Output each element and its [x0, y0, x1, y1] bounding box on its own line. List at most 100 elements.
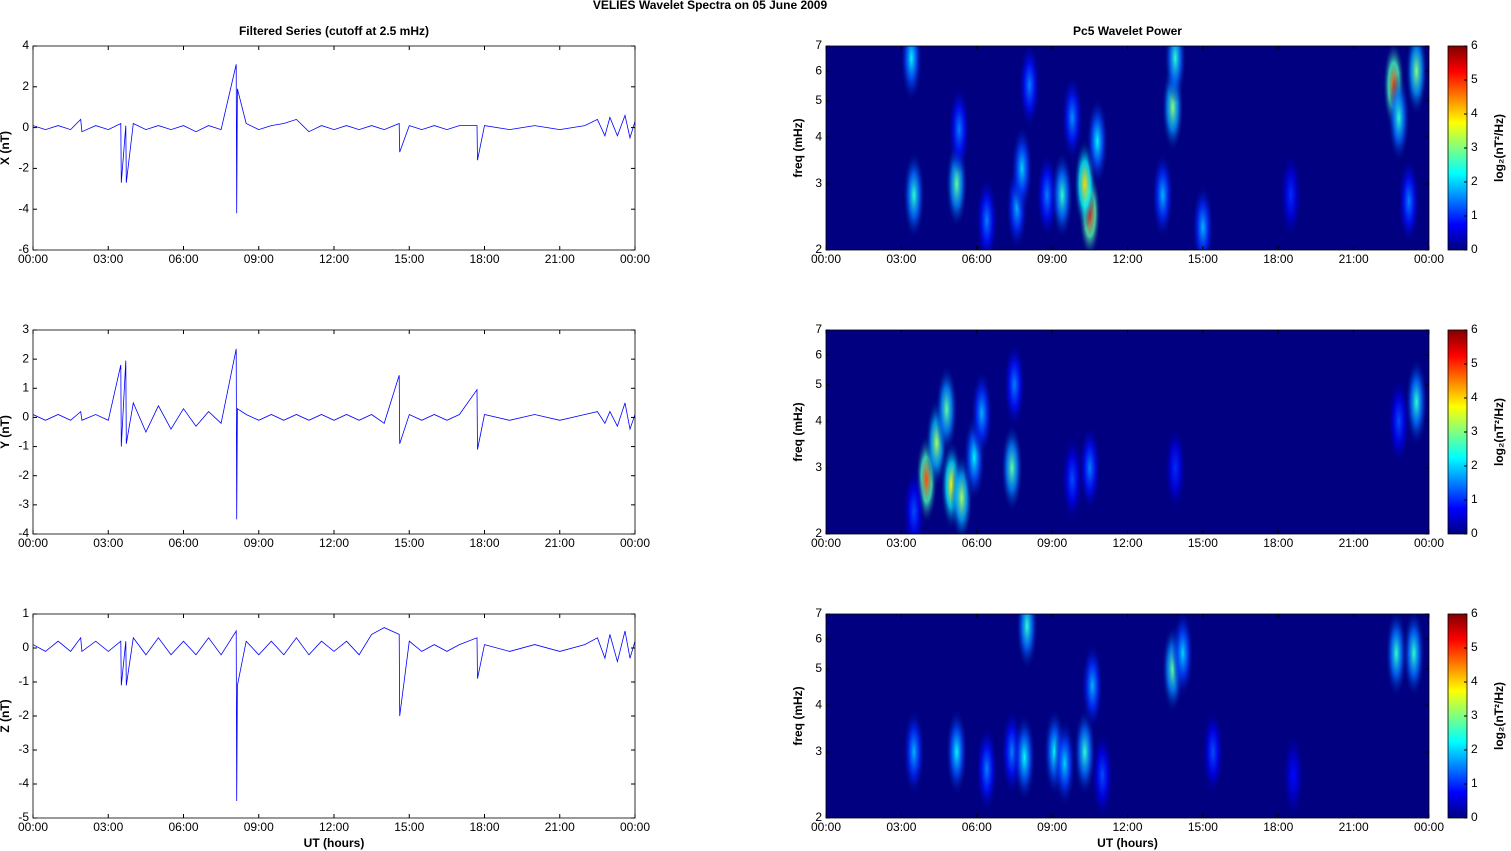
power-blob [1010, 123, 1033, 214]
y-tick-label: 3 [815, 744, 822, 758]
x-tick-label: 18:00 [469, 536, 499, 550]
power-blob [1282, 730, 1305, 818]
power-blob [1387, 376, 1410, 467]
plot-area [826, 614, 1429, 818]
x-tick-label: 18:00 [469, 820, 499, 834]
y-tick-label: 3 [815, 176, 822, 190]
x-tick-label: 09:00 [244, 820, 274, 834]
power-blob [900, 46, 923, 104]
colorbar-tick-label: 2 [1471, 458, 1478, 472]
x-tick-label: 00:00 [18, 252, 48, 266]
y-tick-label: 2 [22, 351, 29, 365]
y-tick-label: -1 [18, 439, 29, 453]
x-tick-label: 21:00 [1339, 252, 1369, 266]
power-blob [1091, 730, 1114, 818]
power-blob [1051, 150, 1074, 241]
power-blob [1078, 422, 1101, 513]
power-blob [1405, 46, 1428, 117]
x-tick-label: 00:00 [620, 252, 650, 266]
x-tick-label: 15:00 [394, 536, 424, 550]
heatmap-background [826, 614, 1429, 818]
y-axis-label: freq (mHz) [791, 118, 805, 177]
colorbar-tick-label: 3 [1471, 424, 1478, 438]
x-tick-label: 12:00 [319, 252, 349, 266]
x-tick-label: 09:00 [244, 252, 274, 266]
power-blob [1191, 182, 1214, 250]
y-tick-label: 4 [22, 38, 29, 52]
colorbar-tick-label: 3 [1471, 140, 1478, 154]
power-blob [1016, 614, 1038, 672]
power-blob [970, 368, 993, 459]
colorbar-tick-label: 6 [1471, 606, 1478, 620]
power-blob [902, 150, 925, 241]
x-tick-label: 03:00 [886, 536, 916, 550]
y-axis-label: Z (nT) [0, 699, 12, 732]
x-tick-label: 06:00 [168, 536, 198, 550]
y-tick-label: 5 [815, 661, 822, 675]
y-tick-label: 2 [815, 526, 822, 540]
x-tick-label: 06:00 [168, 820, 198, 834]
colorbar-label: log₂(nT²/Hz) [1492, 114, 1506, 182]
x-tick-label: 00:00 [811, 252, 841, 266]
axes-frame [32, 329, 636, 535]
x-tick-label: 21:00 [545, 252, 575, 266]
y-tick-label: 3 [22, 322, 29, 336]
colorbar-tick-label: 4 [1471, 674, 1478, 688]
x-tick-label: 03:00 [93, 252, 123, 266]
x-tick-label: 00:00 [18, 536, 48, 550]
x-tick-label: 21:00 [545, 536, 575, 550]
x-tick-label: 21:00 [545, 820, 575, 834]
y-axis-label: Y (nT) [0, 415, 12, 449]
y-tick-label: 1 [22, 380, 29, 394]
x-tick-label: 03:00 [886, 820, 916, 834]
panel-title: Pc5 Wavelet Power [1073, 24, 1182, 38]
y-tick-label: -4 [18, 201, 29, 215]
x-tick-label: 12:00 [1112, 820, 1142, 834]
power-blob [975, 724, 998, 815]
y-tick-label: 6 [815, 63, 822, 77]
colorbar-tick-label: 1 [1471, 776, 1478, 790]
x-tick-label: 15:00 [394, 252, 424, 266]
y-axis-label: freq (mHz) [791, 402, 805, 461]
x-tick-label: 06:00 [168, 252, 198, 266]
power-blob [1018, 46, 1041, 131]
power-blob [1053, 718, 1076, 809]
colorbar-tick-label: 5 [1471, 72, 1478, 86]
y-tick-label: -2 [18, 161, 29, 175]
x-tick-label: 00:00 [620, 820, 650, 834]
power-blob [1171, 614, 1194, 699]
x-tick-label: 00:00 [811, 536, 841, 550]
x-tick-label: 12:00 [319, 536, 349, 550]
y-axis-label: X (nT) [0, 131, 12, 165]
plot-area [33, 64, 635, 214]
plot-area [826, 330, 1429, 534]
x-tick-label: 15:00 [394, 820, 424, 834]
power-blob [1164, 422, 1187, 513]
x-tick-label: 00:00 [1414, 820, 1444, 834]
y-tick-label: -2 [18, 708, 29, 722]
figure-title: VELIES Wavelet Spectra on 05 June 2009 [593, 0, 828, 12]
colorbar-tick-label: 1 [1471, 492, 1478, 506]
power-blob [945, 706, 968, 797]
colorbar-tick-label: 2 [1471, 174, 1478, 188]
power-blob [1000, 422, 1023, 513]
colorbar-tick-label: 5 [1471, 356, 1478, 370]
power-blob [1061, 72, 1084, 163]
y-tick-label: 0 [22, 640, 29, 654]
colorbar-tick-label: 0 [1471, 526, 1478, 540]
colorbar-tick-label: 6 [1471, 38, 1478, 52]
y-tick-label: 0 [22, 410, 29, 424]
power-blob [1151, 150, 1174, 241]
series-line [33, 64, 635, 214]
series-line [33, 348, 635, 520]
x-tick-label: 06:00 [962, 536, 992, 550]
y-tick-label: 6 [815, 347, 822, 361]
power-blob [1387, 72, 1410, 163]
x-tick-label: 12:00 [319, 820, 349, 834]
x-tick-label: 03:00 [93, 820, 123, 834]
y-tick-label: 7 [815, 606, 822, 620]
x-tick-label: 03:00 [886, 252, 916, 266]
power-blob [935, 364, 958, 455]
power-blob [1405, 356, 1428, 447]
